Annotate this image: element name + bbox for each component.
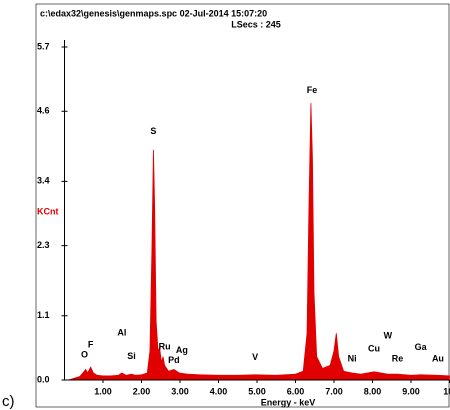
x-tick-label: 2.00 — [133, 386, 151, 396]
y-tick-label: 1.1 — [37, 310, 50, 320]
x-tick-label: 5.00 — [248, 386, 266, 396]
peak-label: Ga — [415, 342, 428, 352]
x-tick-label: 3.00 — [171, 386, 189, 396]
peak-label: Si — [127, 351, 136, 361]
y-tick-label: 5.7 — [37, 41, 50, 51]
y-axis-label: KCnt — [37, 206, 59, 216]
header-line: c:\edax32\genesis\genmaps.spc 02-Jul-201… — [40, 8, 267, 18]
peak-label: F — [88, 339, 94, 349]
x-tick-label: 4.00 — [210, 386, 228, 396]
y-tick-label: 0.0 — [37, 374, 50, 384]
peak-label: Al — [117, 328, 126, 338]
spectrum — [68, 103, 450, 381]
header-line: LSecs : 245 — [231, 19, 281, 29]
panel-label: c) — [2, 393, 15, 410]
peak-label: Re — [392, 353, 404, 363]
x-tick-label: 1.00 — [94, 386, 112, 396]
peak-label: Ag — [176, 345, 188, 355]
x-tick-label: 9.00 — [402, 386, 420, 396]
y-tick-label: 2.3 — [37, 240, 50, 250]
peak-label: Cu — [368, 343, 380, 353]
x-axis-label: Energy - keV — [261, 397, 316, 407]
x-tick-label: 10. — [443, 386, 450, 396]
frame — [35, 3, 450, 408]
peak-label: W — [384, 331, 393, 341]
peak-label: Ni — [348, 353, 357, 363]
peak-label: Ru — [159, 342, 171, 352]
x-tick-label: 6.00 — [287, 386, 305, 396]
peak-label: Au — [432, 353, 444, 363]
x-tick-label: 7.00 — [325, 386, 343, 396]
x-tick-label: 8.00 — [364, 386, 382, 396]
peak-label: V — [252, 352, 258, 362]
peak-label: Fe — [307, 85, 318, 95]
peak-label: O — [81, 349, 88, 359]
peak-label: S — [150, 126, 156, 136]
peak-label: Pd — [168, 355, 180, 365]
y-tick-label: 3.4 — [37, 176, 50, 186]
y-tick-label: 4.6 — [37, 106, 50, 116]
